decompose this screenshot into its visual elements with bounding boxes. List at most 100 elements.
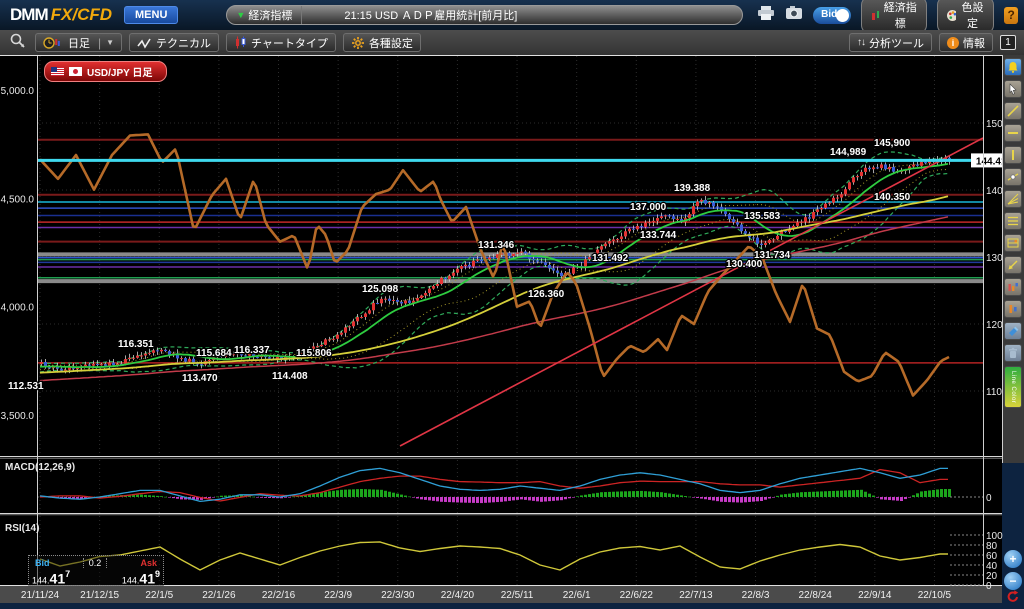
technical-label: テクニカル — [156, 35, 211, 51]
overlay-axis-label: 5,000.0 — [1, 86, 35, 97]
annotation: 115.806 — [296, 348, 332, 359]
technical-button[interactable]: テクニカル — [129, 33, 219, 52]
logo-cfd: /CFD — [72, 5, 112, 25]
up-down-arrows-icon: ↑↓ — [857, 37, 865, 48]
refresh-button[interactable] — [1004, 588, 1022, 606]
fibonacci-arrow-tool-button[interactable] — [1004, 256, 1022, 274]
date-tick-label: 22/3/9 — [324, 590, 352, 601]
hand-line-tool-button[interactable] — [1004, 168, 1022, 186]
spread-value: 0.2 — [83, 558, 108, 568]
vertical-line-tool-button[interactable] — [1004, 146, 1022, 164]
zoom-in-button[interactable]: + — [1004, 550, 1022, 568]
date-tick-label: 22/9/14 — [858, 590, 892, 601]
line-color-button[interactable]: Line Color — [1004, 366, 1022, 408]
cursor-tool-button[interactable] — [1004, 80, 1022, 98]
candles-icon — [870, 9, 879, 21]
color-settings-label: 色設定 — [960, 0, 986, 31]
trash-button[interactable] — [1004, 344, 1022, 362]
annotation: 145,900 — [874, 138, 911, 149]
annotation: 116.351 — [118, 339, 154, 350]
triangle-down-icon: ▼ — [236, 10, 245, 20]
candle-pattern-10-button[interactable] — [1004, 300, 1022, 318]
horizontal-line-tool-button[interactable] — [1004, 124, 1022, 142]
annotation: 133.744 — [640, 230, 677, 241]
top-header: DMM FX /CFD MENU ▼ 経済指標 21:15 USD ＡＤＰ雇用統… — [0, 0, 1024, 30]
zoom-tool-icon[interactable] — [8, 31, 28, 54]
date-tick-label: 22/7/13 — [679, 590, 713, 601]
menu-button[interactable]: MENU — [124, 6, 178, 24]
annotation: 116.337 — [234, 345, 270, 356]
bid-price: 144.417 — [32, 569, 70, 588]
palette-icon — [946, 9, 956, 22]
date-tick-label: 22/1/5 — [145, 590, 173, 601]
overlay-axis-label: 3,500.0 — [1, 411, 35, 422]
annotation: 139.388 — [674, 183, 711, 194]
annotation: 115.684 — [196, 348, 232, 359]
chart-canvas[interactable]: 144.4175,000.04,500.04,000.03,500.0150.0… — [0, 0, 1024, 609]
date-tick-label: 22/8/3 — [742, 590, 770, 601]
chart-type-button[interactable]: チャートタイプ — [226, 33, 336, 52]
macd-zero-label: 0 — [986, 493, 992, 504]
symbol-selector[interactable]: USD/JPY 日足 — [44, 61, 167, 82]
layout-1-button[interactable]: 1 — [1000, 35, 1016, 50]
us-flag-icon — [51, 67, 64, 76]
alarm-button[interactable] — [1004, 58, 1022, 76]
drawing-toolbar: Line Color + − — [1002, 55, 1024, 609]
chart-type-label: チャートタイプ — [251, 35, 328, 51]
annotation: 130.400 — [726, 259, 763, 270]
annotation: 135.583 — [744, 211, 781, 222]
ask-price: 144.419 — [122, 569, 160, 588]
zigzag-icon — [137, 37, 152, 49]
analysis-tools-label: 分析ツール — [869, 35, 924, 51]
fibonacci-tool-button[interactable] — [1004, 212, 1022, 230]
timeframe-selector[interactable]: 日足 | ▼ — [35, 33, 122, 52]
bar-pattern-10-button[interactable] — [1004, 278, 1022, 296]
ticker-label-text: 経済指標 — [248, 7, 292, 23]
ask-label: Ask — [140, 558, 157, 568]
settings-button[interactable]: 各種設定 — [343, 33, 421, 52]
date-tick-label: 22/8/24 — [799, 590, 833, 601]
annotation: 113.470 — [182, 373, 218, 384]
date-tick-label: 21/11/24 — [21, 590, 60, 601]
annotation: 144,989 — [830, 147, 867, 158]
camera-icon[interactable] — [785, 5, 803, 25]
date-tick-label: 21/12/15 — [80, 590, 119, 601]
analysis-tools-button[interactable]: ↑↓ 分析ツール — [849, 33, 932, 52]
date-tick-label: 22/1/26 — [202, 590, 236, 601]
date-tick-label: 22/3/30 — [381, 590, 415, 601]
help-button[interactable]: ? — [1004, 7, 1018, 24]
fibonacci-box-tool-button[interactable] — [1004, 234, 1022, 252]
date-tick-label: 22/2/16 — [262, 590, 296, 601]
annotation: 112.531 — [8, 381, 44, 392]
gann-fan-tool-button[interactable] — [1004, 190, 1022, 208]
economic-indicator-button[interactable]: 経済指標 — [861, 0, 927, 34]
app-logo: DMM FX /CFD — [10, 5, 112, 25]
color-settings-button[interactable]: 色設定 — [937, 0, 995, 34]
economic-indicator-label: 経済指標 — [883, 0, 917, 31]
rsi-axis-label: 0 — [986, 581, 992, 592]
info-label: 情報 — [963, 35, 985, 51]
annotation: 131.346 — [478, 240, 515, 251]
overlay-axis-label: 4,500.0 — [1, 194, 35, 205]
info-button[interactable]: i 情報 — [939, 33, 993, 52]
logo-dmm: DMM — [10, 5, 48, 25]
jp-flag-icon — [69, 67, 82, 76]
settings-label: 各種設定 — [369, 35, 413, 51]
annotation: 137.000 — [630, 202, 667, 213]
date-tick-label: 22/6/1 — [563, 590, 591, 601]
logo-fx: FX — [51, 5, 73, 25]
rsi-title: RSI(14) — [5, 523, 39, 534]
trend-line-tool-button[interactable] — [1004, 102, 1022, 120]
news-ticker[interactable]: ▼ 経済指標 21:15 USD ＡＤＰ雇用統計[前月比] — [226, 5, 743, 25]
date-tick-label: 22/10/5 — [918, 590, 952, 601]
symbol-label: USD/JPY 日足 — [87, 64, 152, 79]
annotation: 131.492 — [592, 253, 629, 264]
date-tick-label: 22/5/11 — [501, 590, 534, 601]
overlay-axis-label: 4,000.0 — [1, 303, 35, 314]
print-icon[interactable] — [757, 5, 775, 26]
eraser-button[interactable] — [1004, 322, 1022, 340]
bid-ask-toggle[interactable]: Bid — [813, 7, 851, 24]
annotation: 125.098 — [362, 284, 399, 295]
chevron-down-icon[interactable]: ▼ — [106, 38, 114, 47]
ticker-text: 21:15 USD ＡＤＰ雇用統計[前月比] — [344, 7, 517, 23]
